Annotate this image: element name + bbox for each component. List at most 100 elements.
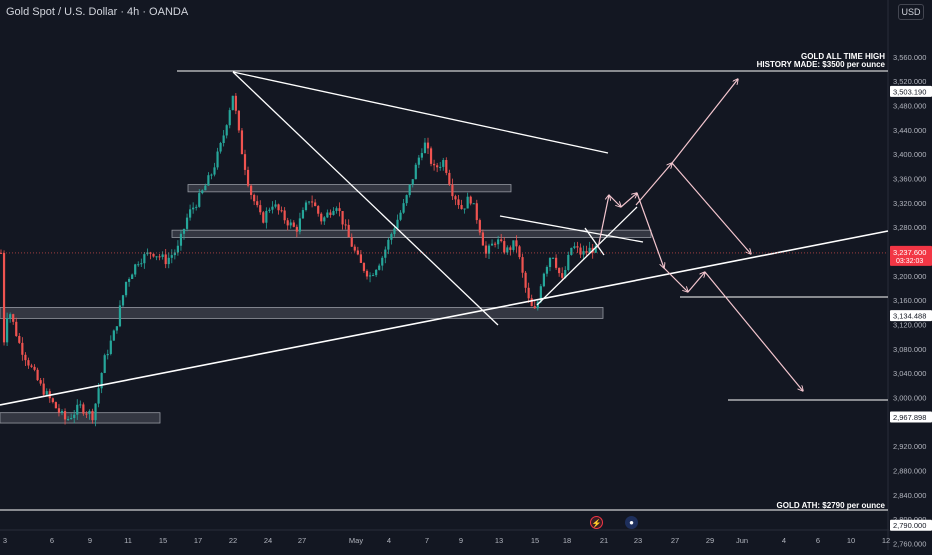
- candle-body: [268, 209, 271, 211]
- candle-body: [341, 211, 344, 225]
- candle-body: [18, 335, 21, 343]
- candle-body: [460, 205, 463, 210]
- candle-body: [283, 210, 286, 221]
- candle-body: [509, 247, 512, 250]
- candle-body: [9, 314, 12, 318]
- trendline-steep-down: [232, 71, 499, 326]
- projection-arrow: [635, 163, 672, 206]
- candle-body: [527, 287, 530, 299]
- candle-body: [79, 404, 82, 406]
- candle-body: [484, 245, 488, 254]
- candle-body: [42, 383, 45, 395]
- candle-body: [454, 196, 457, 200]
- candle-body: [301, 210, 305, 219]
- currency-button[interactable]: USD: [898, 4, 924, 20]
- candle-body: [451, 184, 454, 197]
- time-tick-label: 24: [264, 536, 272, 545]
- candle-body: [167, 257, 170, 265]
- price-tick-label: 2,920.000: [893, 442, 926, 451]
- candle-body: [109, 340, 112, 354]
- candle-body: [524, 272, 527, 288]
- candle-body: [433, 163, 436, 166]
- candle-body: [240, 130, 244, 155]
- candle-body: [295, 226, 298, 232]
- candle-body: [94, 403, 97, 421]
- candle-body: [51, 398, 54, 403]
- candle-body: [420, 153, 423, 158]
- candle-body: [234, 95, 237, 111]
- price-label-badge: [890, 519, 932, 531]
- time-tick-label: 9: [88, 536, 92, 545]
- candle-body: [478, 220, 481, 233]
- candle-body: [201, 190, 204, 194]
- candle-body: [311, 201, 314, 203]
- candle-body: [469, 196, 472, 204]
- candle-body: [179, 233, 183, 246]
- time-tick-label: 21: [600, 536, 608, 545]
- candle-body: [426, 142, 430, 149]
- candle-body: [558, 267, 561, 274]
- candle-body: [76, 404, 79, 415]
- price-tick-label: 3,080.000: [893, 345, 926, 354]
- candle-body: [332, 210, 335, 215]
- candle-body: [298, 218, 301, 232]
- candle-body: [36, 369, 39, 381]
- price-label: 2,790.000: [893, 521, 926, 530]
- price-tick-label: 3,360.000: [893, 174, 926, 183]
- price-label: 3,503.190: [893, 87, 926, 96]
- candle-body: [573, 246, 576, 248]
- candle-body: [414, 164, 417, 180]
- countdown-label: 03:32:03: [896, 258, 923, 265]
- candle-body: [551, 257, 555, 259]
- candle-body: [445, 160, 448, 173]
- candle-body: [548, 257, 552, 267]
- old-ath-annotation: GOLD ATH: $2790 per ounce: [776, 501, 885, 510]
- support-resistance-zone: [0, 412, 161, 424]
- flag-icon[interactable]: ●: [625, 516, 638, 529]
- projection-path: [597, 79, 803, 391]
- time-tick-label: 27: [298, 536, 306, 545]
- support-resistance-zone: [0, 307, 604, 319]
- price-tick-label: 3,000.000: [893, 393, 926, 402]
- candle-body: [219, 143, 222, 152]
- candle-body: [463, 208, 466, 210]
- candle-body: [356, 250, 359, 255]
- candle-body: [21, 342, 24, 355]
- price-tick-label: 3,040.000: [893, 369, 926, 378]
- candle-body: [161, 254, 164, 258]
- candle-body: [567, 254, 570, 271]
- candle-body: [396, 219, 399, 229]
- wedge-upper: [499, 215, 644, 243]
- candle-body: [564, 270, 567, 278]
- price-label-badge: [890, 85, 932, 97]
- candle-body: [289, 222, 292, 226]
- projection-arrow: [663, 267, 688, 292]
- candle-body: [570, 247, 573, 255]
- candle-body: [530, 298, 533, 307]
- candle-body: [63, 411, 67, 420]
- lightning-icon[interactable]: ⚡: [590, 516, 603, 529]
- projection-arrow: [620, 193, 637, 208]
- support-resistance-zone: [187, 184, 512, 193]
- candle-body: [2, 253, 6, 343]
- zones: [0, 184, 652, 424]
- candles: [0, 93, 597, 427]
- wedge-lower: [536, 206, 638, 306]
- candle-body: [286, 220, 289, 226]
- candle-body: [506, 247, 509, 253]
- candle-body: [262, 212, 265, 223]
- candle-body: [539, 286, 542, 302]
- candle-body: [344, 224, 347, 226]
- candle-body: [466, 196, 469, 209]
- wedge-tip: [584, 227, 605, 256]
- time-tick-label: 27: [671, 536, 679, 545]
- candle-body: [274, 204, 277, 207]
- time-tick-label: Jun: [736, 536, 748, 545]
- price-tick-label: 3,440.000: [893, 126, 926, 135]
- candle-body: [237, 110, 240, 131]
- time-tick-label: 18: [563, 536, 571, 545]
